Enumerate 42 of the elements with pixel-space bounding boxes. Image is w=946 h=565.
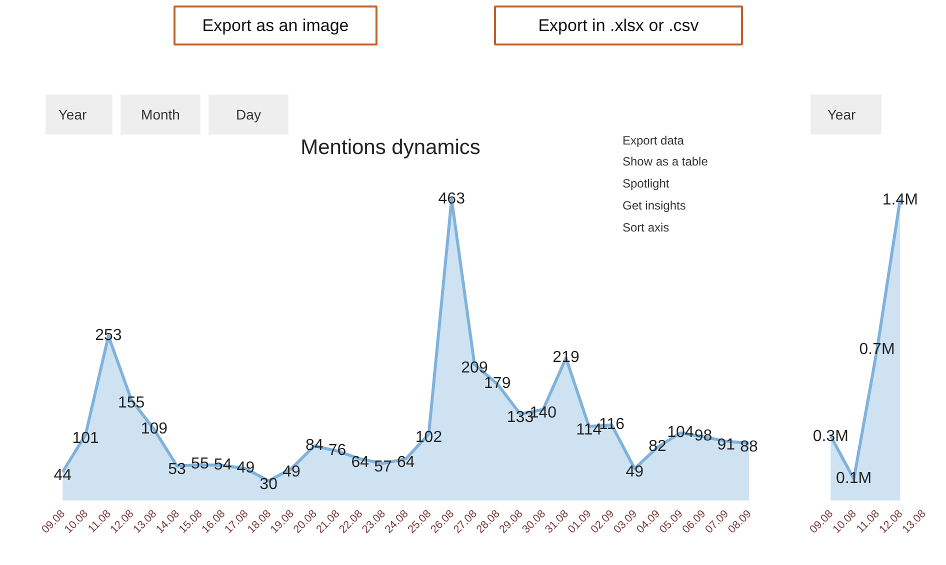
data-label: 101 — [72, 430, 99, 447]
chart-title: Mentions dynamics — [300, 136, 480, 159]
data-label: 54 — [214, 456, 232, 474]
data-label: 82 — [648, 438, 667, 456]
data-label: 44 — [54, 466, 72, 484]
data-label: 53 — [168, 461, 186, 478]
data-label: 1.4M — [882, 191, 918, 208]
data-label: 30 — [260, 476, 278, 493]
data-label: 219 — [552, 349, 580, 366]
text: Day — [236, 106, 261, 122]
data-label: 179 — [484, 375, 511, 392]
data-label: 49 — [236, 460, 255, 477]
data-label: 114 — [576, 421, 602, 438]
data-label: 155 — [118, 394, 145, 412]
text: Export data — [622, 134, 684, 148]
text: Export in .xlsx or .csv — [538, 16, 700, 35]
text: Show as a table — [622, 154, 708, 168]
data-label: 102 — [415, 429, 442, 446]
data-label: 91 — [717, 436, 736, 454]
data-label: 49 — [282, 464, 300, 481]
data-label: 76 — [328, 442, 346, 460]
data-label: 463 — [438, 190, 466, 208]
text: Spotlight — [622, 176, 670, 190]
data-label: 253 — [95, 326, 122, 344]
text: Year — [827, 106, 856, 122]
data-label: 57 — [374, 458, 392, 476]
data-label: 55 — [191, 456, 209, 473]
data-label: 88 — [740, 438, 758, 456]
annotation: Sort axis — [622, 220, 670, 234]
data-label: 0.7M — [859, 340, 895, 358]
annotation: Get insights — [622, 198, 686, 212]
data-label: 0.3M — [812, 428, 848, 445]
data-label: 49 — [626, 464, 644, 481]
data-label: 64 — [351, 454, 370, 471]
data-label: 0.1M — [836, 470, 872, 487]
data-label: 64 — [396, 454, 415, 471]
data-label: 109 — [140, 420, 168, 438]
text: Year — [58, 106, 87, 122]
text: Month — [141, 106, 180, 122]
data-label: 98 — [694, 428, 712, 445]
text: Export as an image — [202, 16, 349, 35]
data-label: 209 — [461, 360, 488, 377]
